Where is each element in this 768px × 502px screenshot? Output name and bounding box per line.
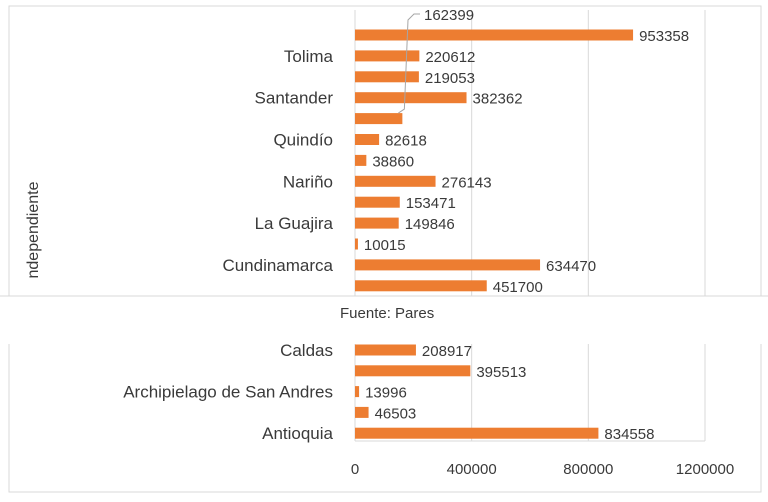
- bar: [355, 238, 358, 250]
- bar: [355, 280, 487, 292]
- bar: [355, 71, 419, 83]
- bar: [355, 427, 599, 439]
- x-tick-label: 0: [351, 461, 359, 478]
- value-label: 276143: [442, 174, 492, 191]
- category-label: Antioquia: [262, 424, 333, 443]
- bar: [355, 217, 399, 229]
- bar: [355, 154, 367, 166]
- category-label: Caldas: [280, 341, 333, 360]
- value-label: 149846: [405, 216, 455, 233]
- category-label: La Guajira: [255, 214, 334, 233]
- bar: [355, 113, 403, 125]
- value-label: 834558: [604, 426, 654, 443]
- value-label: 208917: [422, 343, 472, 360]
- value-label: 162399: [424, 7, 474, 24]
- bar: [355, 29, 634, 41]
- bar: [355, 259, 541, 271]
- bar: [355, 92, 467, 104]
- x-tick-label: 1200000: [676, 461, 734, 478]
- value-label: 219053: [425, 70, 475, 87]
- category-label: Nariño: [283, 172, 333, 191]
- value-label: 10015: [364, 237, 406, 254]
- labels-layer: 953358 Tolima 220612 219053 Santander 382362 1…: [123, 7, 689, 443]
- bar: [355, 365, 471, 377]
- category-label: Tolima: [284, 47, 334, 66]
- bars-layer: [355, 29, 634, 439]
- value-label: 395513: [476, 364, 526, 381]
- category-label: Santander: [255, 89, 334, 108]
- bar: [355, 406, 369, 418]
- value-label: 153471: [406, 195, 456, 212]
- value-label: 13996: [365, 385, 407, 402]
- value-label: 38860: [372, 153, 414, 170]
- value-label: 220612: [425, 49, 475, 66]
- value-label: 382362: [473, 91, 523, 108]
- chart-border: [8, 5, 762, 493]
- x-tick-label: 400000: [447, 461, 497, 478]
- category-label: Quindío: [273, 131, 333, 150]
- ticks-layer: 0 400000 800000 1200000: [351, 461, 734, 478]
- value-label: 82618: [385, 133, 427, 150]
- x-tick-label: 800000: [563, 461, 613, 478]
- value-label: 634470: [546, 258, 596, 275]
- bar: [355, 386, 360, 398]
- bar: [355, 175, 436, 187]
- bar: [355, 134, 380, 145]
- bar: [355, 50, 420, 62]
- bar: [355, 196, 400, 208]
- source-label: Fuente: Pares: [340, 305, 434, 322]
- callout-leader: [398, 13, 420, 114]
- y-axis-title: ndependiente: [25, 181, 42, 278]
- source-box: [0, 296, 768, 344]
- value-label: 46503: [375, 405, 417, 422]
- value-label: 451700: [493, 279, 543, 296]
- value-label: 953358: [639, 28, 689, 45]
- bar: [355, 344, 416, 356]
- category-label: Archipielago de San Andres: [123, 383, 333, 402]
- category-label: Cundinamarca: [222, 256, 333, 275]
